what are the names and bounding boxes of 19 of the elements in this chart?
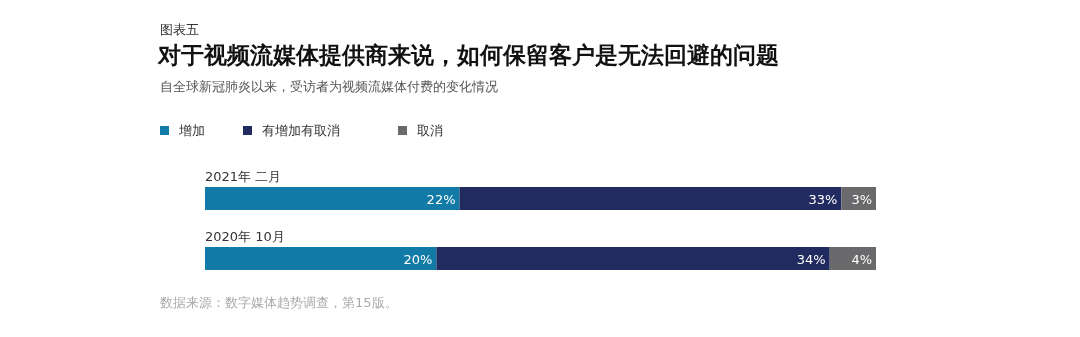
data-label: 33% [808,191,838,207]
bar [436,247,830,270]
source-note: 数据来源：数字媒体趋势调查，第15版。 [160,295,398,310]
data-label: 4% [851,251,872,267]
y-tick-label: 2020年 10月 [205,229,285,244]
legend-label: 取消 [417,123,443,138]
bar [459,187,842,210]
data-label: 20% [403,251,433,267]
chart-title: 对于视频流媒体提供商来说，如何保留客户是无法回避的问题 [157,42,779,68]
text: 图表五 [160,22,199,37]
chart-subtitle: 自全球新冠肺炎以来，受访者为视频流媒体付费的变化情况 [160,79,498,94]
bar [205,247,437,270]
data-label: 3% [851,191,872,207]
data-label: 22% [426,191,456,207]
y-tick-label: 2021年 二月 [205,169,282,184]
bar [205,187,460,210]
data-label: 34% [796,251,826,267]
legend-label: 有增加有取消 [262,123,340,138]
legend-label: 增加 [178,123,205,138]
